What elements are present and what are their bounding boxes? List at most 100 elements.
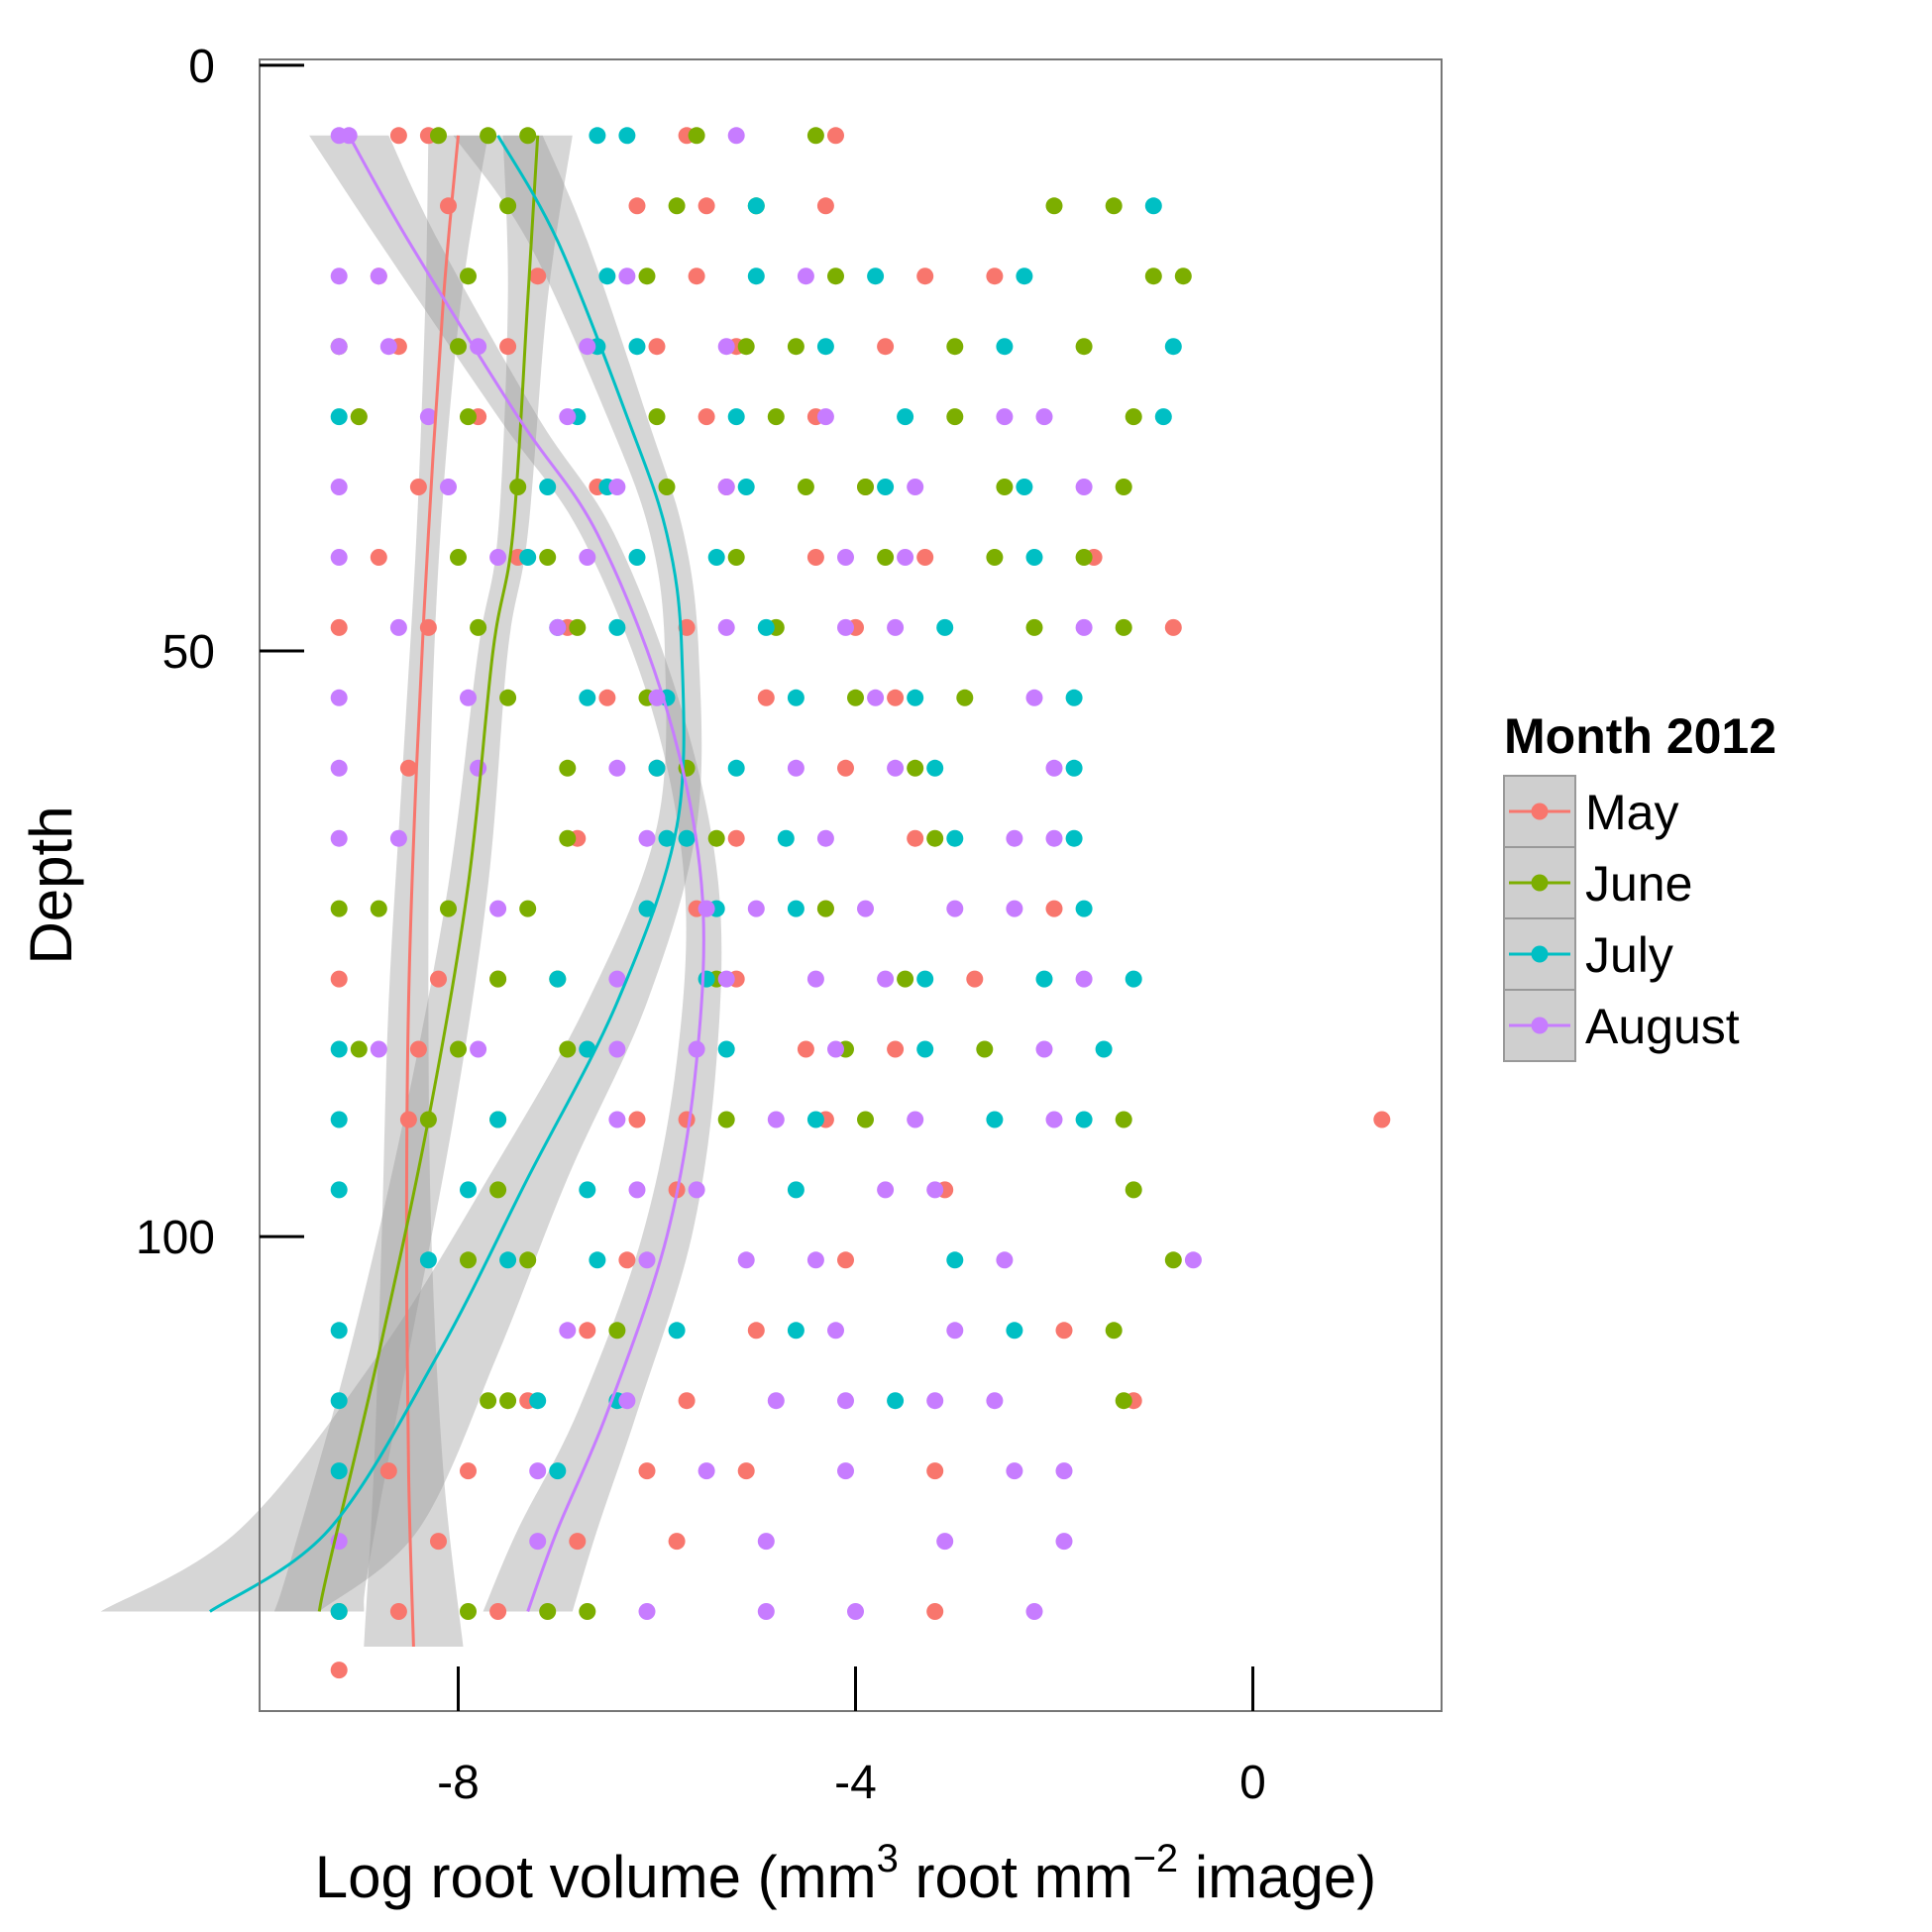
data-point-august — [806, 970, 824, 988]
data-point-june — [579, 1603, 596, 1620]
data-point-august — [419, 408, 437, 426]
data-point-july — [816, 338, 834, 356]
x-tick-label: -4 — [834, 1757, 877, 1809]
data-point-may — [1045, 900, 1063, 917]
data-point-august — [389, 829, 407, 847]
data-point-july — [529, 1392, 547, 1410]
data-point-august — [489, 549, 507, 566]
data-point-july — [330, 1392, 348, 1410]
data-point-may — [727, 829, 745, 847]
data-point-august — [608, 1111, 626, 1128]
data-point-july — [1016, 268, 1033, 285]
data-point-august — [986, 1392, 1004, 1410]
data-point-august — [608, 970, 626, 988]
data-point-june — [499, 1392, 517, 1410]
data-point-may — [1373, 1111, 1391, 1128]
data-point-june — [926, 829, 944, 847]
data-point-august — [816, 408, 834, 426]
data-point-august — [907, 479, 924, 495]
data-point-may — [986, 268, 1004, 285]
data-point-may — [330, 618, 348, 636]
data-point-june — [460, 1603, 477, 1620]
data-point-august — [1055, 1462, 1073, 1480]
data-point-july — [907, 689, 924, 706]
data-point-june — [668, 197, 686, 215]
data-point-june — [1115, 479, 1132, 495]
data-point-may — [330, 970, 348, 988]
x-axis-label-part: image) — [1178, 1844, 1376, 1910]
data-point-may — [916, 549, 934, 566]
legend-key-point-august — [1531, 1017, 1549, 1034]
data-point-july — [628, 338, 646, 356]
data-point-june — [1115, 618, 1132, 636]
data-point-august — [837, 618, 854, 636]
data-point-august — [579, 549, 596, 566]
data-point-july — [460, 1181, 477, 1199]
fit-line-june — [317, 135, 540, 1612]
data-point-july — [330, 1322, 348, 1340]
data-point-august — [489, 900, 507, 917]
data-point-july — [579, 1181, 596, 1199]
data-point-june — [737, 338, 755, 356]
data-point-june — [499, 197, 517, 215]
x-axis-label-part: Log root volume (mm — [315, 1844, 877, 1910]
data-point-august — [806, 1251, 824, 1269]
data-point-may — [926, 1462, 944, 1480]
data-point-august — [529, 1462, 547, 1480]
x-axis-label-superscript: −2 — [1133, 1837, 1179, 1880]
data-point-august — [717, 618, 735, 636]
data-points — [330, 127, 1391, 1679]
data-point-august — [1035, 408, 1053, 426]
data-point-may — [887, 689, 905, 706]
x-tick-label: -8 — [437, 1757, 480, 1809]
data-point-july — [916, 1040, 934, 1058]
legend-label-july: July — [1585, 927, 1673, 983]
data-point-july — [737, 479, 755, 495]
data-point-may — [668, 1533, 686, 1551]
data-point-june — [897, 970, 914, 988]
data-point-june — [1075, 338, 1093, 356]
data-point-july — [867, 268, 885, 285]
x-axis-label: Log root volume (mm3 root mm−2 image) — [315, 1837, 1377, 1910]
data-point-july — [787, 900, 805, 917]
data-point-july — [1095, 1040, 1113, 1058]
data-point-july — [1164, 338, 1182, 356]
data-point-june — [827, 268, 844, 285]
data-point-june — [460, 268, 477, 285]
data-point-may — [698, 408, 715, 426]
data-point-may — [678, 1111, 696, 1128]
y-tick-label: 0 — [188, 41, 215, 93]
data-point-august — [638, 1603, 656, 1620]
data-point-may — [916, 268, 934, 285]
data-point-june — [370, 900, 387, 917]
data-point-june — [430, 127, 447, 145]
data-point-july — [519, 549, 537, 566]
data-point-june — [986, 549, 1004, 566]
data-point-may — [887, 1040, 905, 1058]
data-point-august — [1055, 1533, 1073, 1551]
data-point-july — [727, 759, 745, 777]
data-point-august — [460, 689, 477, 706]
data-point-july — [698, 970, 715, 988]
data-point-june — [1144, 268, 1162, 285]
data-point-august — [727, 127, 745, 145]
data-point-june — [569, 618, 587, 636]
data-point-june — [877, 549, 895, 566]
data-point-august — [837, 1462, 854, 1480]
data-point-may — [399, 1111, 417, 1128]
data-point-may — [877, 338, 895, 356]
legend-title: Month 2012 — [1504, 708, 1776, 764]
data-point-august — [330, 759, 348, 777]
data-point-august — [1075, 970, 1093, 988]
data-point-august — [767, 1111, 785, 1128]
data-point-august — [877, 1181, 895, 1199]
data-point-may — [737, 1462, 755, 1480]
data-point-june — [996, 479, 1014, 495]
legend-key-point-june — [1531, 874, 1549, 892]
data-point-august — [628, 1181, 646, 1199]
data-point-august — [827, 1040, 844, 1058]
data-point-june — [350, 408, 368, 426]
data-point-june — [717, 1111, 735, 1128]
data-point-june — [767, 408, 785, 426]
data-point-june — [1075, 549, 1093, 566]
